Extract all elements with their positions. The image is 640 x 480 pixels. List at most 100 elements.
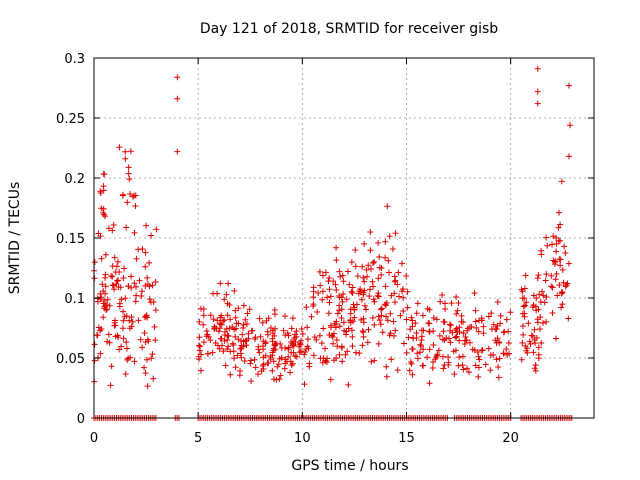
- data-point: [541, 299, 548, 306]
- data-point: [95, 230, 102, 237]
- data-point: [128, 273, 135, 280]
- data-point: [342, 351, 349, 358]
- data-point: [367, 247, 374, 254]
- data-point: [412, 320, 419, 327]
- data-point: [566, 82, 572, 89]
- data-point: [123, 313, 130, 320]
- data-point: [522, 302, 529, 309]
- data-point: [566, 153, 572, 160]
- data-point: [526, 338, 533, 345]
- data-point: [495, 374, 502, 381]
- data-point: [144, 383, 151, 390]
- data-point: [243, 320, 250, 327]
- data-point: [495, 363, 502, 370]
- data-point: [359, 328, 366, 335]
- data-point: [559, 301, 566, 308]
- data-point: [142, 263, 149, 270]
- data-point: [454, 329, 461, 336]
- data-point: [136, 277, 143, 284]
- data-point: [91, 259, 98, 266]
- data-point: [532, 367, 539, 374]
- data-point: [562, 250, 569, 257]
- data-point: [426, 380, 433, 387]
- data-point: [488, 310, 495, 317]
- data-point: [482, 361, 489, 368]
- data-point: [149, 351, 156, 358]
- data-point: [121, 265, 128, 272]
- data-point: [356, 350, 363, 357]
- data-point: [237, 367, 244, 374]
- data-point: [281, 365, 288, 372]
- data-point: [111, 286, 118, 293]
- data-point: [277, 372, 284, 379]
- data-point: [270, 358, 277, 365]
- data-point: [112, 333, 119, 340]
- data-point: [522, 272, 529, 279]
- data-point: [441, 318, 448, 325]
- data-point: [471, 347, 478, 354]
- data-point: [120, 191, 127, 198]
- data-point: [101, 305, 108, 312]
- data-point: [565, 315, 572, 322]
- data-point: [287, 369, 294, 376]
- data-point: [246, 306, 253, 313]
- data-point: [474, 349, 481, 356]
- data-point: [557, 262, 564, 269]
- data-point: [216, 345, 223, 352]
- data-point: [495, 339, 502, 346]
- data-point: [105, 331, 112, 338]
- data-point: [223, 291, 230, 298]
- data-point: [315, 289, 322, 296]
- data-point: [361, 302, 368, 309]
- data-point: [549, 241, 556, 248]
- data-point: [374, 292, 381, 299]
- data-point: [549, 310, 556, 317]
- data-point: [97, 296, 104, 303]
- data-point: [316, 332, 323, 339]
- data-point: [267, 356, 274, 363]
- data-point: [391, 299, 398, 306]
- data-point: [207, 312, 214, 319]
- data-point: [125, 164, 132, 171]
- data-point: [148, 355, 155, 362]
- data-point: [458, 318, 465, 325]
- data-point: [100, 288, 107, 295]
- data-point: [224, 300, 231, 307]
- data-point: [523, 299, 530, 306]
- data-point: [453, 293, 460, 300]
- data-point: [392, 230, 399, 237]
- data-point: [503, 316, 510, 323]
- data-point: [323, 359, 330, 366]
- data-point: [344, 348, 351, 355]
- data-point: [391, 278, 398, 285]
- data-point: [487, 367, 494, 374]
- data-point: [109, 273, 116, 280]
- data-point: [110, 221, 117, 228]
- data-point: [492, 337, 499, 344]
- data-point: [289, 315, 296, 322]
- data-point: [256, 315, 263, 322]
- data-point: [535, 344, 542, 351]
- data-point: [282, 332, 289, 339]
- data-point: [205, 333, 212, 340]
- data-point: [336, 323, 343, 330]
- data-point: [120, 335, 127, 342]
- data-point: [264, 360, 271, 367]
- data-point: [371, 258, 378, 265]
- data-point: [543, 294, 550, 301]
- data-point: [196, 334, 203, 341]
- data-point: [143, 222, 150, 229]
- data-point: [333, 287, 340, 294]
- data-point: [251, 335, 258, 342]
- data-point: [558, 178, 565, 185]
- data-point: [94, 298, 101, 305]
- data-point: [458, 312, 465, 319]
- data-point: [352, 246, 359, 253]
- data-point: [426, 328, 433, 335]
- data-point: [227, 316, 234, 323]
- data-point: [455, 362, 462, 369]
- data-point: [358, 316, 365, 323]
- data-point: [105, 225, 112, 232]
- data-point: [382, 283, 389, 290]
- data-point: [218, 335, 225, 342]
